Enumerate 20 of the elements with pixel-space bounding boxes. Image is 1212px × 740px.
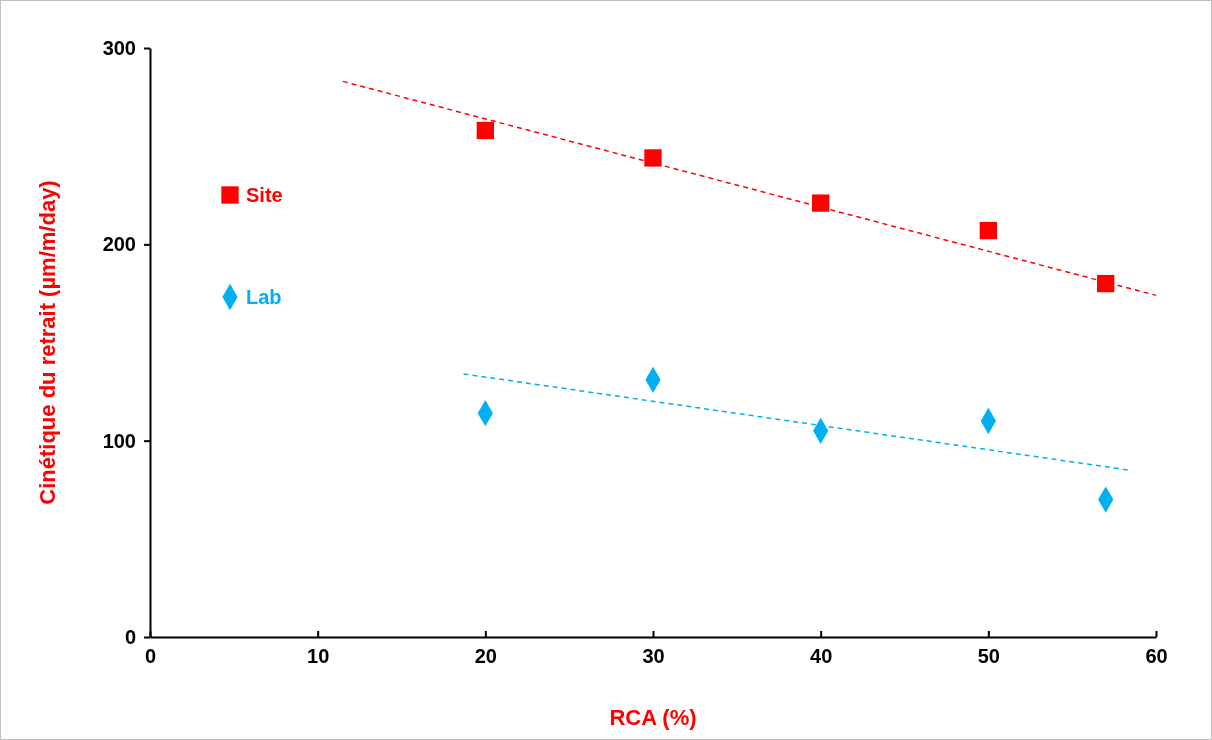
x-tick-label: 30 bbox=[642, 645, 665, 668]
x-axis-title: RCA (%) bbox=[609, 705, 697, 730]
legend-label: Site bbox=[246, 184, 283, 206]
y-tick-label: 100 bbox=[102, 429, 136, 452]
legend-label: Lab bbox=[246, 286, 282, 308]
x-tick-label: 50 bbox=[977, 645, 1000, 668]
y-tick-label: 200 bbox=[102, 233, 136, 256]
y-tick-label: 300 bbox=[102, 36, 136, 59]
point bbox=[1097, 274, 1115, 293]
x-tick-label: 60 bbox=[1145, 645, 1168, 668]
point bbox=[979, 221, 997, 240]
y-tick-label: 0 bbox=[124, 625, 136, 648]
point bbox=[476, 121, 494, 140]
x-tick-label: 0 bbox=[144, 645, 157, 668]
point bbox=[644, 149, 662, 167]
x-tick-label: 20 bbox=[474, 645, 497, 668]
point bbox=[812, 194, 830, 212]
y-axis-title: Cinétique du retrait (µm/m/day) bbox=[35, 180, 60, 505]
x-tick-label: 10 bbox=[307, 645, 330, 668]
x-tick-label: 40 bbox=[810, 645, 833, 668]
